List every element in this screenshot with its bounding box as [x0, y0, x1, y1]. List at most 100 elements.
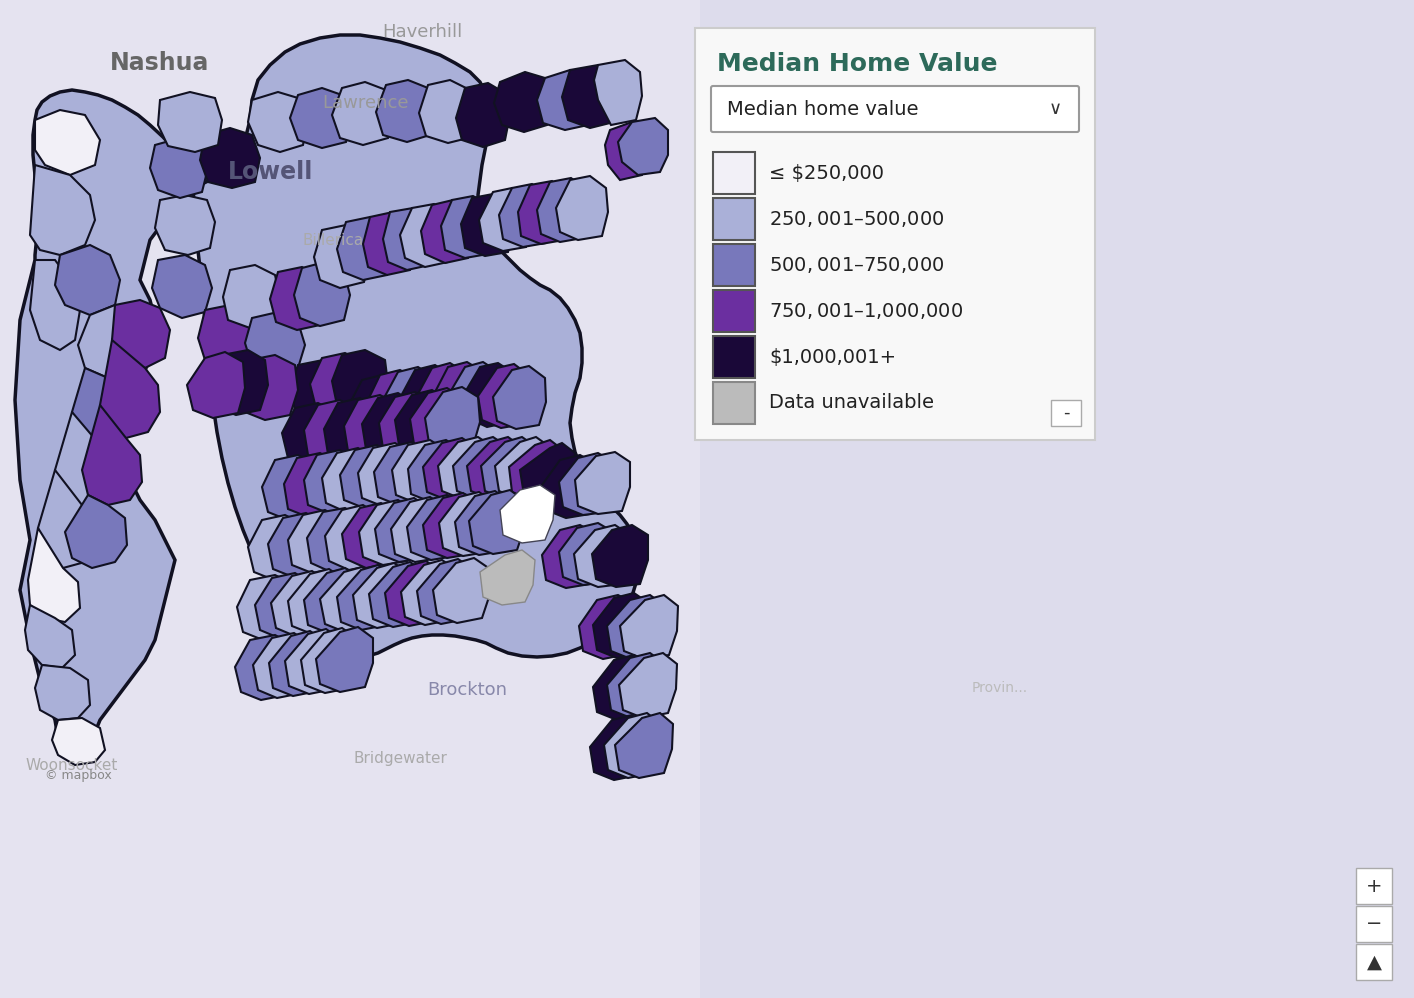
Polygon shape [433, 558, 491, 623]
Bar [713, 382, 755, 424]
Polygon shape [537, 178, 590, 242]
Bar [1051, 400, 1080, 426]
Text: Provin...: Provin... [971, 681, 1028, 695]
Polygon shape [594, 60, 642, 125]
Polygon shape [574, 525, 631, 587]
Polygon shape [501, 485, 556, 543]
Polygon shape [618, 118, 667, 175]
Polygon shape [407, 495, 462, 560]
Polygon shape [518, 181, 570, 244]
Polygon shape [354, 563, 410, 628]
Polygon shape [559, 453, 615, 515]
Polygon shape [455, 83, 510, 147]
Polygon shape [419, 363, 469, 427]
Polygon shape [402, 365, 454, 428]
Polygon shape [438, 492, 495, 556]
Text: Median home value: Median home value [727, 100, 919, 119]
Polygon shape [238, 575, 296, 640]
Polygon shape [301, 628, 358, 693]
Text: $1,000,001+: $1,000,001+ [769, 347, 896, 366]
Polygon shape [481, 437, 536, 499]
Polygon shape [271, 571, 328, 636]
Polygon shape [592, 655, 650, 720]
Polygon shape [344, 395, 400, 459]
Bar [1356, 906, 1391, 942]
Bar [713, 152, 755, 194]
Polygon shape [52, 718, 105, 765]
Text: Data unavailable: Data unavailable [769, 393, 935, 412]
Polygon shape [379, 392, 434, 456]
Polygon shape [605, 122, 650, 180]
Polygon shape [467, 437, 522, 499]
Polygon shape [100, 340, 160, 438]
Polygon shape [392, 440, 447, 503]
Polygon shape [82, 405, 141, 505]
Polygon shape [253, 633, 310, 698]
Polygon shape [55, 245, 120, 315]
Polygon shape [604, 713, 660, 778]
Text: Haverhill: Haverhill [382, 23, 462, 41]
Polygon shape [438, 437, 493, 499]
Polygon shape [368, 370, 420, 432]
Text: $500,001 – $750,000: $500,001 – $750,000 [769, 255, 945, 275]
Polygon shape [320, 567, 378, 632]
Polygon shape [16, 35, 638, 760]
Polygon shape [392, 497, 447, 562]
Polygon shape [315, 627, 373, 692]
Polygon shape [35, 665, 90, 720]
Text: −: − [1366, 914, 1383, 933]
Polygon shape [493, 72, 551, 132]
Text: Billerica: Billerica [303, 233, 363, 248]
Polygon shape [198, 305, 257, 368]
Polygon shape [286, 629, 342, 694]
Polygon shape [304, 450, 361, 513]
Text: $250,001 – $500,000: $250,001 – $500,000 [769, 209, 945, 229]
Polygon shape [269, 513, 325, 577]
Polygon shape [235, 635, 294, 700]
Polygon shape [290, 360, 348, 422]
Polygon shape [452, 437, 508, 499]
Polygon shape [325, 505, 380, 570]
Polygon shape [359, 500, 414, 565]
Polygon shape [479, 550, 534, 605]
Text: -: - [1063, 404, 1069, 422]
Polygon shape [441, 196, 493, 258]
Polygon shape [455, 491, 510, 555]
Polygon shape [150, 138, 208, 198]
Polygon shape [262, 455, 320, 520]
Polygon shape [358, 443, 413, 506]
Bar [713, 244, 755, 286]
Polygon shape [245, 312, 305, 375]
Polygon shape [464, 363, 518, 427]
Polygon shape [35, 110, 100, 175]
Polygon shape [290, 88, 352, 148]
Polygon shape [402, 560, 458, 625]
Polygon shape [619, 653, 677, 718]
Polygon shape [351, 375, 402, 435]
Polygon shape [376, 80, 436, 142]
Polygon shape [400, 204, 455, 267]
Polygon shape [339, 445, 395, 508]
Polygon shape [269, 631, 327, 696]
Polygon shape [324, 398, 380, 462]
Polygon shape [30, 260, 81, 350]
Polygon shape [619, 595, 677, 659]
Polygon shape [156, 195, 215, 255]
Polygon shape [72, 368, 130, 445]
Polygon shape [592, 525, 648, 587]
Polygon shape [461, 194, 515, 256]
Polygon shape [542, 455, 598, 518]
Polygon shape [223, 265, 280, 328]
Text: ∨: ∨ [1048, 100, 1062, 118]
Polygon shape [520, 443, 575, 503]
Polygon shape [337, 217, 393, 280]
Polygon shape [187, 352, 245, 418]
Polygon shape [373, 442, 430, 505]
Polygon shape [332, 82, 395, 145]
Polygon shape [423, 438, 478, 500]
Polygon shape [247, 92, 308, 152]
Polygon shape [493, 366, 546, 429]
Text: Nashua: Nashua [110, 51, 209, 75]
Text: $750,001 – $1,000,000: $750,001 – $1,000,000 [769, 301, 963, 321]
Polygon shape [322, 448, 378, 512]
